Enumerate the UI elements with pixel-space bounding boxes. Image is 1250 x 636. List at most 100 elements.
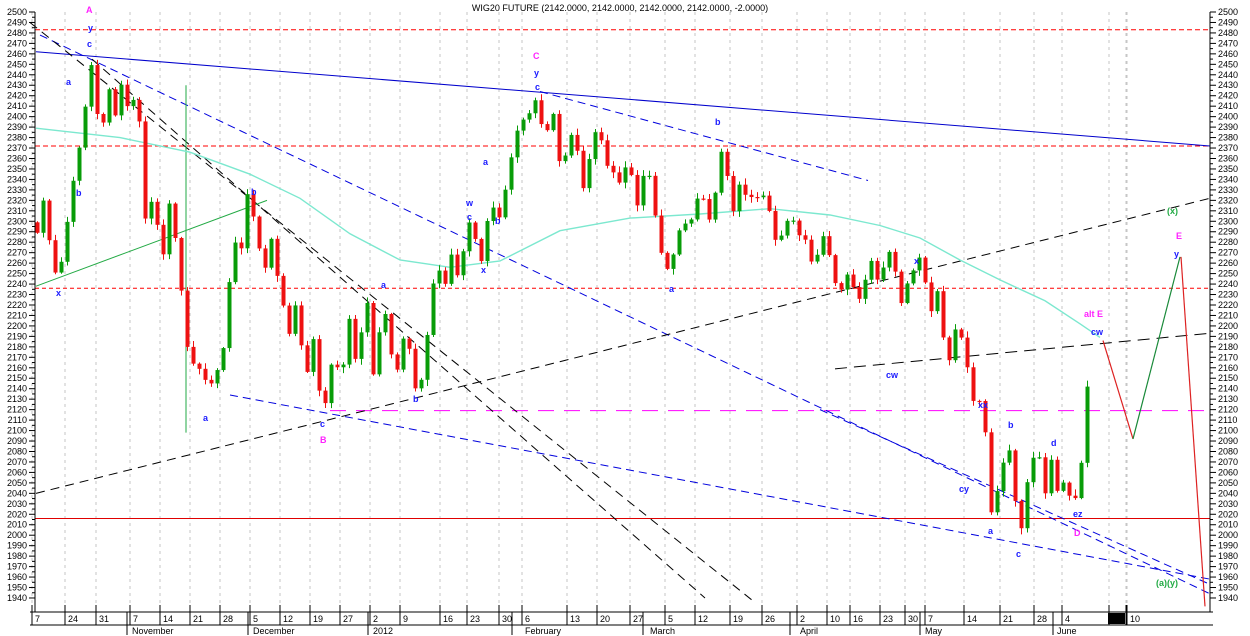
date-label: 24 [68, 614, 78, 624]
candle-body [881, 267, 886, 280]
candle-body [467, 222, 472, 252]
candle-body [569, 134, 574, 156]
candle-body [593, 132, 598, 160]
y-axis-label: 2310 [1218, 206, 1238, 216]
y-axis-label: 2430 [7, 80, 27, 90]
wave-label-x: x [481, 265, 486, 275]
y-axis-label: 2330 [7, 185, 27, 195]
date-label: 16 [853, 614, 863, 624]
wave-label-a: a [988, 526, 994, 536]
candle-body [449, 254, 454, 284]
candle-body [389, 314, 394, 355]
candle-body [599, 132, 604, 141]
date-label: 30 [502, 614, 512, 624]
y-axis-label: 2350 [7, 164, 27, 174]
candle-body [89, 65, 94, 107]
y-axis-right: 1940195019601970198019902000201020202030… [1210, 7, 1238, 603]
y-axis-label: 2420 [7, 91, 27, 101]
candle-body [59, 261, 64, 273]
wave-label-altE: alt E [1084, 309, 1103, 319]
candle-body [557, 113, 562, 162]
y-axis-label: 2340 [1218, 174, 1238, 184]
candle-body [1055, 459, 1060, 491]
candle-body [1073, 495, 1078, 499]
date-label: 20 [600, 614, 610, 624]
wave-labels: AycabxbacBabwcaxbCycbaxcwxxbdcyacezDalt … [56, 5, 1182, 588]
y-axis-label: 2170 [1218, 352, 1238, 362]
candle-body [563, 155, 568, 162]
y-axis-label: 2010 [7, 520, 27, 530]
y-axis-label: 2120 [1218, 405, 1238, 415]
y-axis-label: 2360 [1218, 153, 1238, 163]
candle-body [209, 379, 214, 384]
candle-body [257, 216, 262, 249]
y-axis-label: 2050 [7, 478, 27, 488]
date-label: 23 [883, 614, 893, 624]
candle-body [539, 100, 544, 125]
date-label: 31 [99, 614, 109, 624]
candle-body [701, 198, 706, 200]
candle-body [431, 283, 436, 335]
candle-body [989, 432, 994, 513]
candle-body [905, 283, 910, 304]
y-axis-label: 2480 [1218, 28, 1238, 38]
y-axis-label: 1940 [1218, 593, 1238, 603]
candle-body [167, 203, 172, 255]
candle-body [497, 207, 502, 218]
y-axis-label: 1980 [7, 551, 27, 561]
y-axis-label: 2450 [7, 59, 27, 69]
candle-body [299, 305, 304, 346]
candle-body [203, 368, 208, 380]
candle-body [263, 248, 268, 268]
candle-body [185, 290, 190, 347]
candle-body [65, 221, 70, 262]
candle-body [83, 106, 88, 148]
y-axis-label: 2050 [1218, 478, 1238, 488]
y-axis-label: 2070 [1218, 457, 1238, 467]
candle-body [1049, 459, 1054, 494]
y-axis-label: 1970 [7, 562, 27, 572]
y-axis-label: 2250 [1218, 269, 1238, 279]
candle-body [611, 165, 616, 173]
candle-body [893, 251, 898, 272]
candle-body [551, 113, 556, 131]
grid-lines [31, 12, 1128, 605]
candles [35, 59, 1090, 535]
candle-body [455, 254, 460, 276]
candle-body [695, 198, 700, 220]
candle-body [509, 157, 514, 190]
date-label: 12 [698, 614, 708, 624]
candle-body [1079, 462, 1084, 499]
y-axis-label: 2190 [7, 331, 27, 341]
candle-body [119, 84, 124, 116]
date-label: 19 [733, 614, 743, 624]
y-axis-label: 2150 [7, 373, 27, 383]
candle-body [407, 338, 412, 349]
y-axis-label: 2320 [7, 195, 27, 205]
candle-body [917, 257, 922, 271]
wave-label-b: b [413, 394, 419, 404]
candle-body [233, 242, 238, 283]
y-axis-label: 2460 [1218, 49, 1238, 59]
y-axis-label: 2330 [1218, 185, 1238, 195]
y-axis-label: 2020 [1218, 509, 1238, 519]
candle-body [131, 99, 136, 107]
candle-body [479, 238, 484, 262]
date-label: 27 [633, 614, 643, 624]
candle-body [521, 119, 526, 131]
date-label: 6 [525, 614, 530, 624]
month-label: February [525, 626, 562, 636]
candle-body [791, 220, 796, 222]
y-axis-label: 1990 [7, 541, 27, 551]
candle-body [329, 364, 334, 404]
y-axis-label: 2370 [7, 143, 27, 153]
wave-label-a: a [381, 280, 387, 290]
moving-average [35, 127, 1101, 338]
y-axis-label: 2350 [1218, 164, 1238, 174]
candle-body [383, 314, 388, 333]
y-axis-label: 2020 [7, 509, 27, 519]
candle-body [137, 99, 142, 122]
candle-body [737, 184, 742, 212]
trendlines [30, 22, 1211, 601]
